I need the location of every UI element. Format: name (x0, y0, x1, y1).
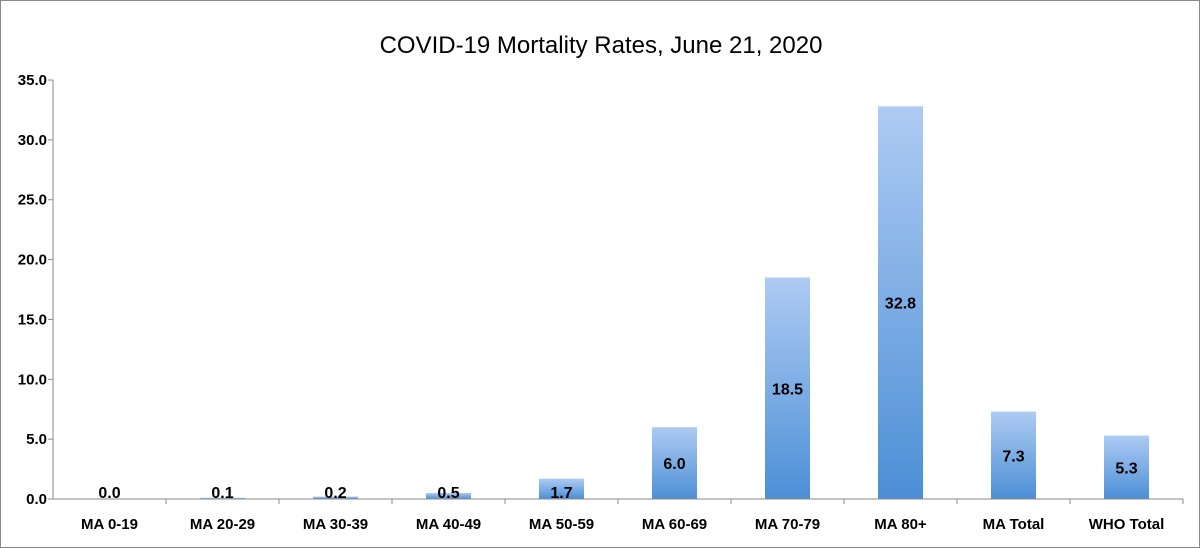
bar-value-label: 0.0 (98, 485, 120, 502)
x-category-label: WHO Total (1089, 516, 1165, 533)
bar (200, 497, 245, 499)
x-category-label: MA 0-19 (81, 516, 138, 533)
bar (539, 478, 584, 499)
y-tick-label: 30.0 (18, 132, 47, 149)
bar-value-label: 32.8 (885, 296, 916, 313)
y-tick-label: 10.0 (18, 371, 47, 388)
bar-value-label: 18.5 (772, 381, 803, 398)
bar-value-label: 0.1 (211, 485, 233, 502)
y-tick-label: 5.0 (26, 431, 47, 448)
bar-value-label: 7.3 (1002, 448, 1024, 465)
bar-value-label: 0.5 (437, 485, 459, 502)
bar (313, 496, 358, 499)
bar (652, 427, 697, 499)
bar-value-label: 5.3 (1115, 460, 1137, 477)
bar (878, 106, 923, 499)
y-tick-label: 25.0 (18, 192, 47, 209)
bar (991, 411, 1036, 499)
y-tick-label: 0.0 (26, 491, 47, 508)
bar-value-label: 6.0 (663, 456, 685, 473)
axes-lines (52, 80, 1183, 500)
bars-group: 0.0 0.1 0.2 0.5 1.7 6.0 18.5 32.8 7.3 5.3 (98, 106, 1149, 502)
x-category-label: MA 30-39 (303, 516, 368, 533)
x-category-label: MA 50-59 (529, 516, 594, 533)
y-tick-label: 15.0 (18, 311, 47, 328)
bar-value-label: 0.2 (324, 485, 346, 502)
bar (426, 493, 471, 499)
x-category-label: MA 80+ (874, 516, 927, 533)
y-tick-label: 35.0 (18, 72, 47, 89)
x-category-label: MA 60-69 (642, 516, 707, 533)
x-category-label: MA 40-49 (416, 516, 481, 533)
y-axis: 0.0 5.0 10.0 15.0 20.0 25.0 30.0 35.0 (18, 72, 53, 508)
x-category-label: MA 20-29 (190, 516, 255, 533)
bar-value-label: 1.7 (550, 485, 572, 502)
bar (765, 277, 810, 499)
x-category-label: MA 70-79 (755, 516, 820, 533)
bar (1104, 435, 1149, 499)
y-tick-label: 20.0 (18, 252, 47, 269)
x-axis: MA 0-19 MA 20-29 MA 30-39 MA 40-49 MA 50-59 M… (81, 499, 1184, 533)
x-category-label: MA Total (983, 516, 1045, 533)
chart-title: COVID-19 Mortality Rates, June 21, 2020 (380, 32, 823, 59)
